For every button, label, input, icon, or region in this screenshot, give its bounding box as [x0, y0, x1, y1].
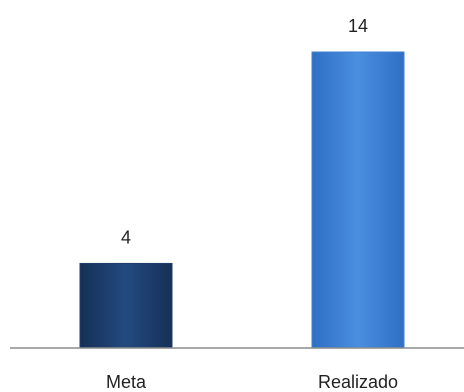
data-label-realizado: 14 — [348, 16, 368, 36]
category-label-meta: Meta — [106, 372, 147, 392]
bar-meta — [79, 262, 173, 349]
category-label-realizado: Realizado — [318, 372, 398, 392]
bar-realizado — [311, 51, 405, 349]
data-label-meta: 4 — [121, 227, 131, 247]
labels-group: 4 Meta 14 Realizado — [106, 16, 398, 392]
bars-group — [79, 51, 405, 349]
